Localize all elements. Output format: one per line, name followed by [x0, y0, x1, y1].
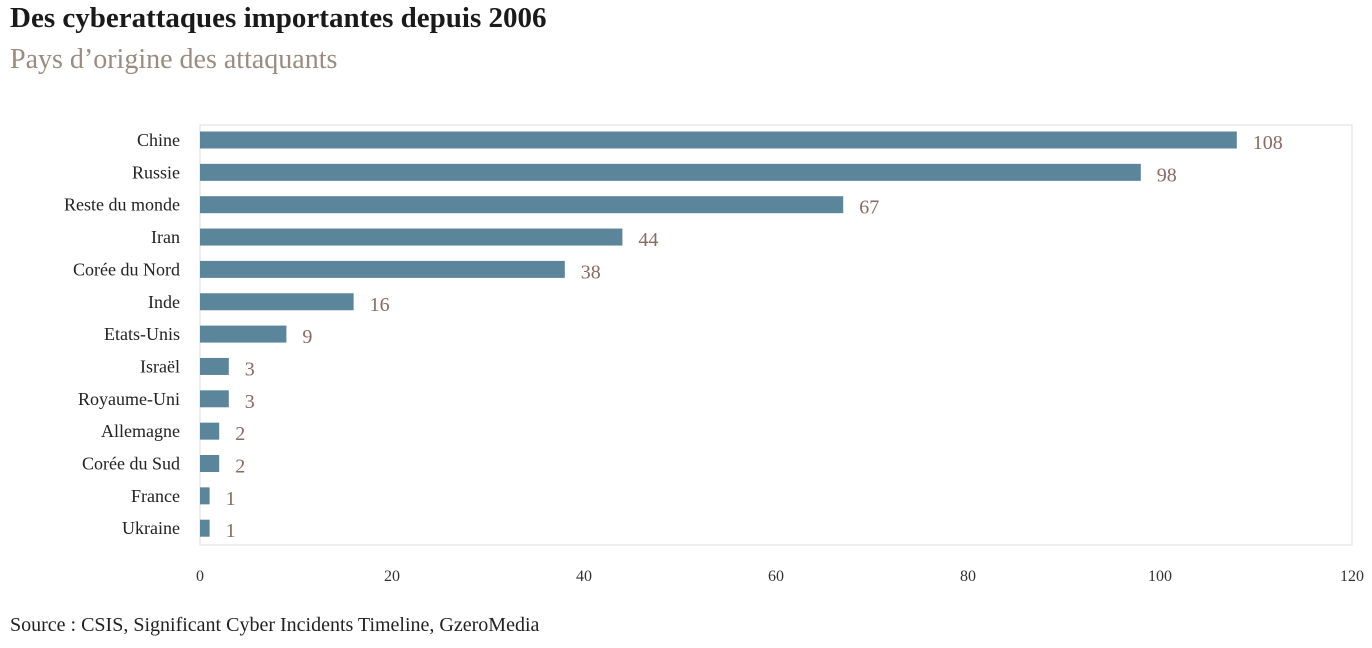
bars-group: [200, 131, 1237, 537]
value-label: 3: [245, 358, 255, 380]
value-label: 1: [226, 488, 236, 510]
chart-subtitle: Pays d’origine des attaquants: [10, 44, 338, 75]
bar: [200, 325, 287, 343]
value-label: 2: [235, 456, 245, 478]
bar: [200, 455, 220, 472]
value-label: 16: [370, 294, 390, 316]
bar: [200, 519, 210, 537]
value-label: 38: [581, 261, 601, 283]
value-label: 2: [235, 423, 245, 445]
bar: [200, 487, 210, 505]
category-label: Reste du monde: [64, 195, 180, 215]
x-tick-label: 20: [384, 568, 400, 585]
x-tick-label: 60: [768, 568, 784, 585]
x-tick-label: 40: [576, 568, 592, 585]
value-label: 98: [1157, 164, 1177, 186]
category-label: Corée du Nord: [73, 259, 180, 279]
category-label: France: [131, 486, 180, 506]
value-label: 108: [1253, 132, 1283, 154]
value-label: 9: [302, 326, 312, 348]
category-label: Royaume-Uni: [78, 389, 180, 409]
category-labels-group: Chine Russie Reste du monde Iran Corée du No…: [64, 130, 180, 538]
x-tick-label: 120: [1340, 568, 1364, 585]
bar: [200, 228, 623, 246]
value-label: 3: [245, 391, 255, 413]
bar: [200, 293, 354, 311]
bar: [200, 163, 1141, 181]
bar: [200, 357, 229, 375]
bar: [200, 390, 229, 408]
value-label: 44: [638, 229, 658, 251]
value-label: 67: [859, 197, 879, 219]
category-label: Ukraine: [122, 518, 180, 538]
category-label: Allemagne: [101, 421, 180, 441]
chart-title: Des cyberattaques importantes depuis 200…: [10, 2, 547, 34]
x-tick-label: 100: [1148, 568, 1172, 585]
source-note: Source : CSIS, Significant Cyber Inciden…: [10, 614, 540, 636]
category-label: Inde: [148, 292, 180, 312]
category-label: Israël: [140, 356, 180, 376]
value-label: 1: [226, 520, 236, 542]
category-label: Iran: [151, 227, 180, 247]
x-axis-ticks-group: 0 20 40 60 80 100 120: [196, 568, 1364, 585]
bar: [200, 131, 1237, 149]
plot-frame: [199, 124, 1353, 546]
category-label: Chine: [137, 130, 180, 150]
category-label: Etats-Unis: [104, 324, 180, 344]
x-tick-label: 80: [960, 568, 976, 585]
category-label: Russie: [132, 162, 180, 182]
x-tick-label: 0: [196, 568, 204, 585]
bar: [200, 422, 220, 440]
bar: [200, 196, 844, 214]
category-label: Corée du Sud: [82, 454, 180, 474]
bar: [200, 260, 565, 278]
